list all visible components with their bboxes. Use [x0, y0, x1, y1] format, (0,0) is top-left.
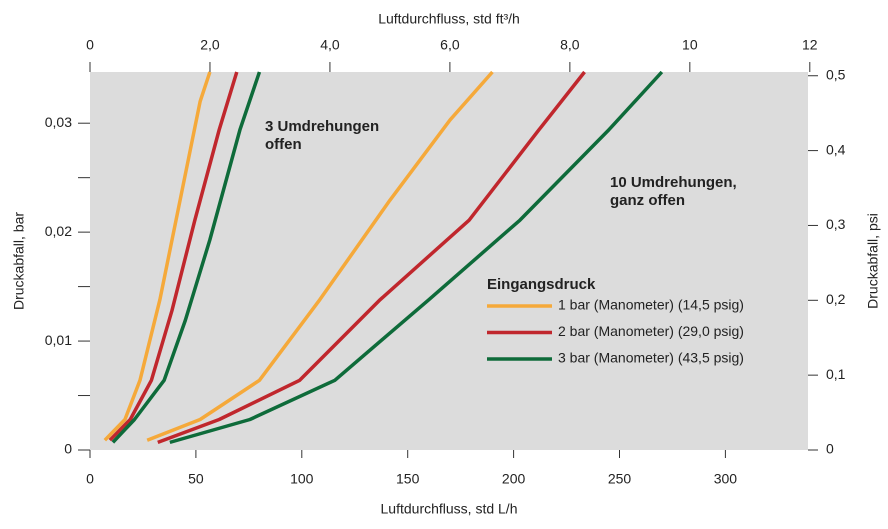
legend-label: 2 bar (Manometer) (29,0 psig) — [558, 323, 744, 339]
y2-tick-label: 0,3 — [826, 216, 846, 232]
x-tick-label: 150 — [396, 471, 420, 487]
plot-area — [90, 72, 808, 450]
x-tick-label: 200 — [502, 471, 526, 487]
x-tick-label: 0 — [86, 471, 94, 487]
legend-label: 1 bar (Manometer) (14,5 psig) — [558, 297, 744, 313]
annotation: 10 Umdrehungen, — [610, 174, 737, 191]
y2-tick-label: 0,4 — [826, 141, 846, 157]
x2-tick-label: 2,0 — [200, 37, 220, 53]
x2-tick-label: 4,0 — [320, 37, 340, 53]
x2-tick-label: 6,0 — [440, 37, 460, 53]
x2-tick-label: 12 — [802, 37, 818, 53]
x-tick-label: 50 — [188, 471, 204, 487]
x2-axis-title: Luftdurchfluss, std ft³/h — [378, 11, 520, 27]
x-tick-label: 250 — [608, 471, 632, 487]
y-tick-label: 0,03 — [45, 114, 72, 130]
curve — [108, 71, 239, 442]
y-tick-label: 0,01 — [45, 332, 72, 348]
y-tick-label: 0,02 — [45, 223, 72, 239]
legend-title: Eingangsdruck — [487, 276, 596, 293]
annotation: offen — [265, 136, 302, 153]
curve — [157, 70, 586, 445]
annotation: ganz offen — [610, 192, 685, 209]
y-axis-title: Druckabfall, bar — [11, 212, 27, 310]
x2-tick-label: 10 — [682, 37, 698, 53]
curve — [169, 70, 664, 445]
legend-label: 3 bar (Manometer) (43,5 psig) — [558, 350, 744, 366]
annotation: 3 Umdrehungen — [265, 118, 379, 135]
x-axis-title: Luftdurchfluss, std L/h — [381, 501, 518, 517]
y2-tick-label: 0,2 — [826, 291, 846, 307]
curve — [146, 70, 494, 442]
y2-tick-label: 0 — [826, 441, 834, 457]
y-tick-label: 0 — [64, 441, 72, 457]
x-tick-label: 300 — [714, 471, 738, 487]
y2-tick-label: 0,1 — [826, 366, 846, 382]
x2-tick-label: 8,0 — [560, 37, 580, 53]
y2-axis-title: Druckabfall, psi — [865, 213, 881, 309]
curve — [111, 71, 262, 444]
x-tick-label: 100 — [290, 471, 314, 487]
y2-tick-label: 0,5 — [826, 66, 846, 82]
curve — [103, 71, 212, 442]
x2-tick-label: 0 — [86, 37, 94, 53]
